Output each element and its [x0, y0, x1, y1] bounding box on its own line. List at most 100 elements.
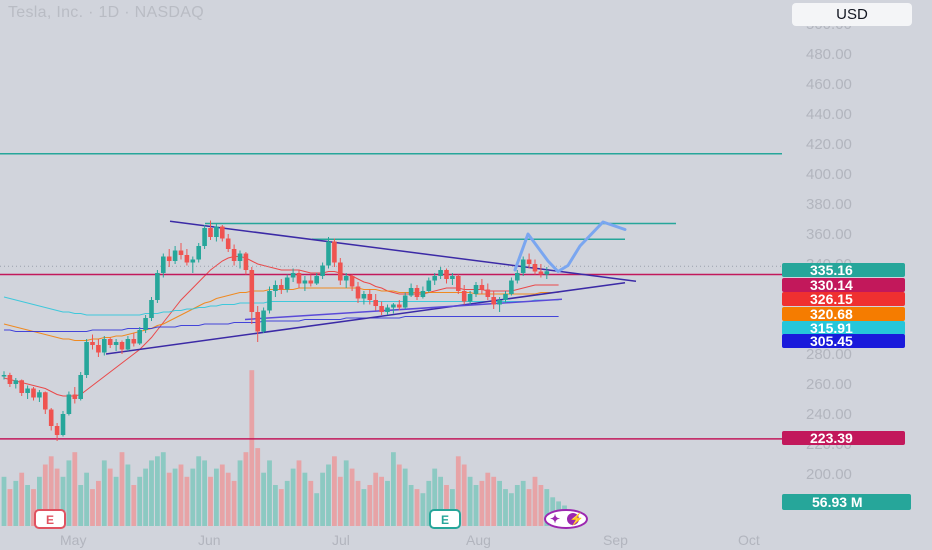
candle: [43, 391, 48, 414]
candle: [402, 292, 408, 309]
candle: [343, 273, 349, 288]
candle: [113, 339, 119, 351]
candle: [532, 259, 538, 275]
candle: [444, 268, 449, 284]
volume-bar: [131, 485, 137, 526]
svg-text:E: E: [441, 513, 449, 527]
volume-bar: [485, 472, 491, 526]
volume-bar: [96, 480, 101, 526]
volume-bar: [278, 489, 284, 526]
flash-event-marker[interactable]: ⚡✦: [544, 509, 588, 529]
candle: [225, 234, 231, 252]
volume-bar: [25, 485, 30, 526]
candle: [338, 258, 343, 285]
candle: [214, 223, 219, 242]
volume-bar: [349, 468, 355, 526]
event-markers: E E ⚡✦: [34, 509, 588, 529]
price-badge-label: 223.39: [810, 430, 853, 446]
candle: [19, 379, 24, 396]
volume-bar: [202, 460, 207, 526]
candle: [149, 297, 154, 321]
volume-bar: [332, 456, 337, 526]
volume-bar: [290, 468, 296, 526]
candle: [332, 238, 337, 267]
x-tick-label: Aug: [466, 532, 491, 548]
volume-bar: [160, 452, 166, 526]
candle: [426, 277, 432, 293]
volume-bar: [261, 472, 266, 526]
candle: [302, 276, 308, 291]
volume-bar: [172, 468, 178, 526]
volume-bar: [461, 464, 467, 526]
volume-bar: [255, 448, 261, 526]
trendline[interactable]: [105, 282, 626, 355]
volume-bar: [208, 476, 213, 526]
candle: [349, 274, 355, 291]
volume-bar: [190, 468, 196, 526]
candle: [290, 268, 296, 282]
candle: [190, 256, 196, 273]
y-tick-label: 360.00: [806, 226, 852, 243]
candle: [196, 243, 201, 263]
volume-bar: [231, 480, 237, 526]
volume-bar: [467, 476, 473, 526]
price-badge: 326.15: [782, 291, 905, 307]
price-badge: 315.91: [782, 320, 905, 336]
volume-bar: [343, 460, 349, 526]
moving-average-line: [3, 256, 559, 397]
volume-bar: [497, 480, 502, 526]
candle: [102, 336, 107, 356]
candle: [208, 220, 213, 240]
volume-bar: [391, 452, 396, 526]
candle: [25, 385, 30, 399]
projection-path-line[interactable]: [513, 220, 627, 273]
volume-bar: [19, 472, 25, 526]
x-tick-label: Jul: [332, 532, 350, 548]
volume-bar: [314, 493, 320, 526]
volume-bar: [184, 476, 190, 526]
x-axis: May Jun Jul Aug Sep Oct: [60, 532, 760, 548]
candle: [450, 273, 455, 285]
volume-bar: [31, 489, 36, 526]
candle: [379, 301, 384, 315]
candle: [479, 279, 485, 294]
price-badge: 335.16: [782, 262, 905, 278]
candle: [279, 279, 284, 294]
earnings-event-marker[interactable]: E: [34, 509, 66, 529]
candle: [361, 291, 367, 305]
candle: [438, 267, 443, 279]
candle: [385, 304, 390, 315]
y-tick-label: 240.00: [806, 406, 852, 423]
candle: [515, 270, 520, 284]
candle: [243, 252, 249, 275]
x-tick-label: May: [60, 532, 86, 548]
volume-bar: [544, 489, 550, 526]
candle: [107, 337, 113, 348]
y-tick-label: 480.00: [806, 46, 852, 63]
trendline[interactable]: [244, 298, 563, 321]
volume-bar: [479, 480, 485, 526]
candle: [308, 274, 314, 287]
moving-average-line: [3, 296, 559, 316]
chart-title: Tesla, Inc. · 1D · NASDAQ: [8, 4, 204, 21]
price-badge: 223.39: [782, 430, 905, 446]
volume-bar: [13, 480, 19, 526]
earnings-event-marker[interactable]: E: [429, 509, 461, 529]
candle: [491, 291, 496, 309]
volume-bar: [72, 452, 78, 526]
price-badge-label: 326.15: [810, 291, 853, 307]
candle: [84, 339, 89, 378]
candle: [37, 390, 42, 402]
currency-button[interactable]: USD: [792, 3, 912, 26]
volume-bar: [243, 452, 249, 526]
candle: [90, 334, 95, 350]
candle: [161, 253, 166, 278]
volume-bar: [7, 489, 13, 526]
volume-bar: [396, 464, 402, 526]
volume-bar: [473, 485, 479, 526]
projection-path: [513, 220, 627, 273]
volume-bar: [438, 476, 443, 526]
volume-bar: [196, 456, 202, 526]
